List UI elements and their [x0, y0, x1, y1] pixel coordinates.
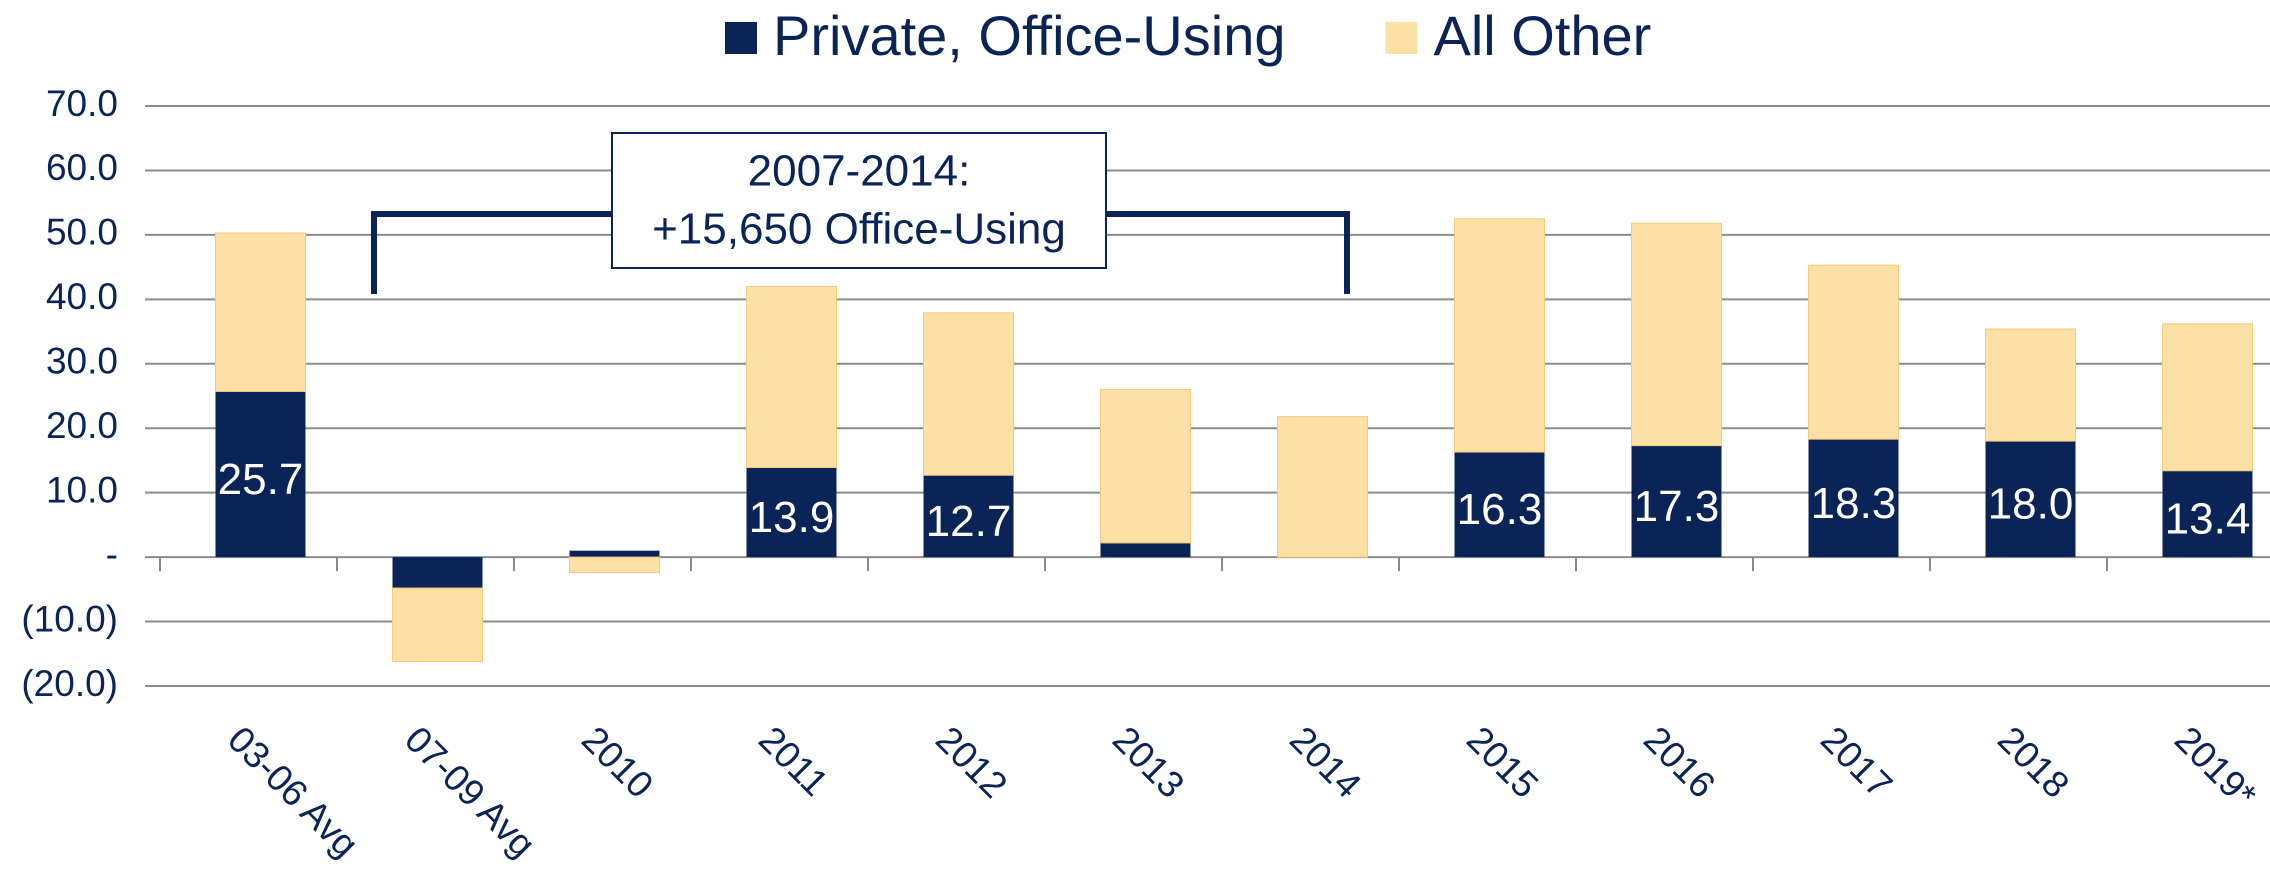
- bar-segment: [392, 557, 483, 589]
- bar-segment: [1277, 416, 1368, 558]
- y-tick-label: (10.0): [21, 598, 118, 639]
- value-label: 16.3: [1457, 485, 1543, 534]
- annotation-text: 2007-2014:: [748, 147, 971, 196]
- bar-segment: [392, 587, 483, 663]
- y-tick-label: -: [106, 534, 118, 575]
- y-tick-label: 50.0: [46, 212, 118, 253]
- y-tick-label: (20.0): [21, 663, 118, 704]
- x-tick-label: 2012: [928, 719, 1015, 806]
- value-label: 12.7: [926, 497, 1012, 546]
- bar-segment: [1454, 452, 1545, 558]
- x-tick-label: 2013: [1105, 719, 1192, 806]
- bar-segment: [746, 467, 837, 558]
- x-tick-label: 2010: [574, 719, 661, 806]
- x-tick-label: 2018: [1990, 719, 2077, 806]
- y-tick-label: 60.0: [46, 147, 118, 188]
- bar-segment: [2162, 323, 2253, 472]
- legend: Private, Office-Using All Other: [725, 4, 1651, 67]
- x-tick-label: 2017: [1813, 719, 1900, 806]
- bar-segment: [1631, 445, 1722, 558]
- bar-segment: [215, 391, 306, 558]
- bar-segment: [1808, 264, 1899, 440]
- bar-segment: [923, 312, 1014, 476]
- y-tick-label: 40.0: [46, 276, 118, 317]
- bar-segment: [1454, 218, 1545, 453]
- bar-segment: [569, 556, 660, 574]
- legend-label: Private, Office-Using: [773, 4, 1285, 67]
- value-label: 17.3: [1634, 482, 1720, 531]
- bar-segment: [1631, 222, 1722, 447]
- value-label: 13.4: [2165, 495, 2251, 544]
- x-tick-label: 2015: [1459, 719, 1546, 806]
- x-tick-label: 2011: [751, 719, 836, 804]
- y-tick-label: 10.0: [46, 469, 118, 510]
- bar-segment: [1808, 439, 1899, 558]
- bar-segment: [923, 475, 1014, 558]
- bar-segment: [1985, 328, 2076, 442]
- x-tick-label: 2016: [1636, 719, 1723, 806]
- legend-swatch: [1385, 22, 1418, 54]
- bar-segment: [215, 232, 306, 392]
- value-label: 18.0: [1988, 480, 2074, 529]
- x-tick-label: 07-09 Avg: [397, 719, 543, 865]
- legend-label: All Other: [1433, 4, 1651, 67]
- bar-segment: [569, 550, 660, 558]
- bar-segment: [1100, 389, 1191, 544]
- value-label: 18.3: [1811, 479, 1897, 528]
- y-tick-label: 30.0: [46, 341, 118, 382]
- bars: 25.7 13.9 12.7 16.3 17.3 18.3 18.0 13.4: [215, 218, 2253, 663]
- annotation-text: +15,650 Office-Using: [652, 205, 1066, 254]
- bar-segment: [1100, 542, 1191, 558]
- annotation-box: [611, 132, 1107, 269]
- value-label: 13.9: [749, 493, 835, 542]
- y-tick-label: 70.0: [46, 83, 118, 124]
- x-tick-label: 2014: [1282, 719, 1369, 806]
- bar-segment: [2162, 470, 2253, 558]
- bar-segment: [1985, 441, 2076, 558]
- bar-segment: [746, 285, 837, 469]
- legend-swatch: [725, 22, 757, 54]
- y-tick-label: 20.0: [46, 405, 118, 446]
- value-label: 25.7: [218, 455, 304, 504]
- x-tick-label: 2019*: [2167, 719, 2264, 816]
- x-tick-label: 03-06 Avg: [220, 719, 366, 865]
